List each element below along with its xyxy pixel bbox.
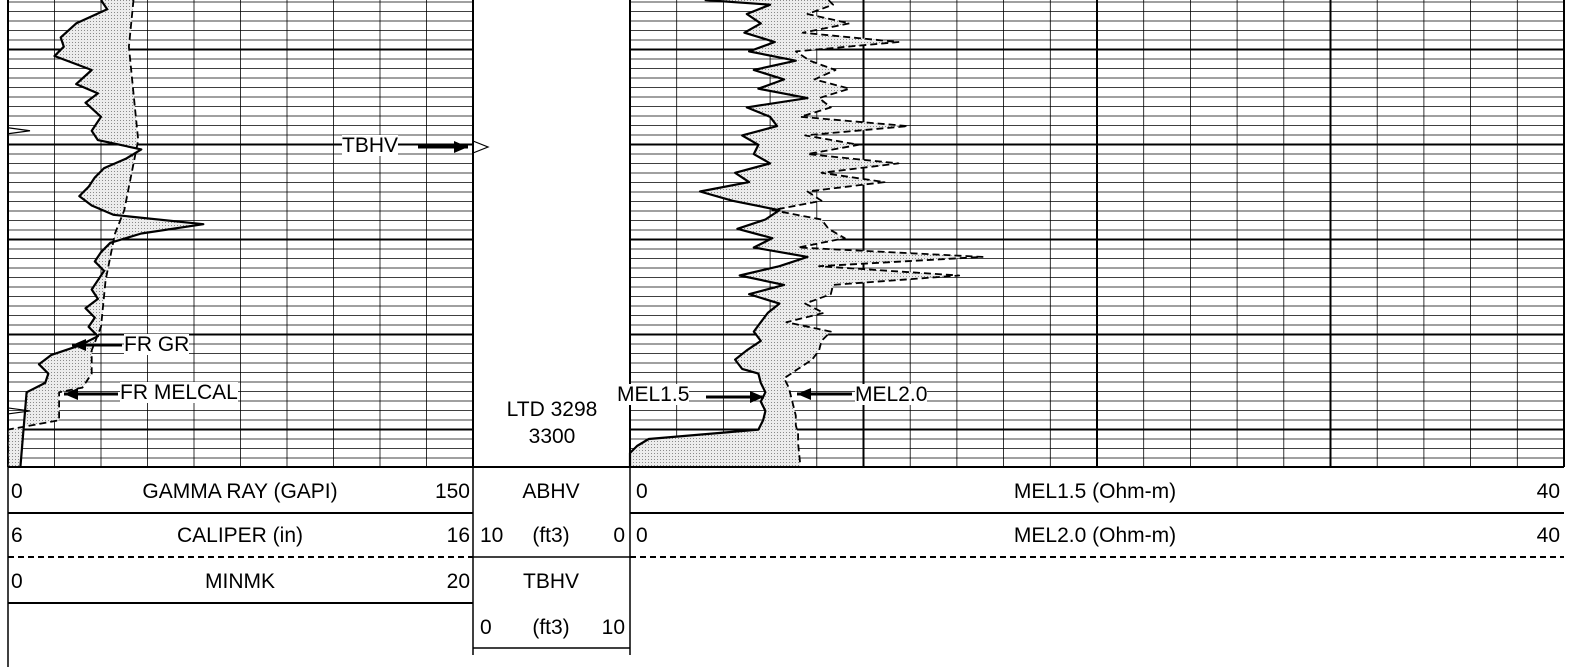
curve-separation-fill: [8, 0, 966, 466]
log-curves: [7, 0, 984, 468]
track2-fill: [630, 0, 966, 466]
fr-gr-label: FR GR: [124, 333, 190, 356]
mel20-min: 0: [636, 524, 648, 547]
abhv-unit: (ft3): [532, 524, 570, 547]
fr-gr-arrow-head: [72, 339, 86, 351]
caliper-min: 6: [11, 524, 23, 547]
mel15-max: 40: [1536, 480, 1560, 503]
edge-marker: [7, 127, 31, 135]
tbhv-min: 0: [480, 616, 492, 639]
depth-label: 3300: [528, 425, 576, 448]
minmk-name: MINMK: [205, 570, 275, 593]
gamma-ray-max: 150: [434, 480, 470, 503]
header-lines: [7, 0, 1564, 667]
mel20-arrow-head: [797, 388, 811, 400]
fr-melcal-arrow-head: [64, 388, 78, 400]
curve-caliper: [7, 0, 140, 467]
tbhv-marker-icon: [472, 140, 490, 154]
caliper-name: CALIPER (in): [176, 524, 304, 547]
fr-melcal-label: FR MELCAL: [120, 381, 238, 404]
curve-mel1.5: [628, 0, 809, 467]
mel15-min: 0: [636, 480, 648, 503]
caliper-max: 16: [446, 524, 470, 547]
edge-marker: [7, 407, 31, 415]
gamma-ray-min: 0: [11, 480, 23, 503]
mel20-max: 40: [1536, 524, 1560, 547]
minmk-max: 20: [446, 570, 470, 593]
ltd-depth-label: LTD 3298: [506, 398, 598, 421]
mel15-label: MEL1.5: [617, 383, 690, 406]
mel15-name: MEL1.5 (Ohm-m): [1013, 480, 1177, 503]
mel15-arrow-head: [750, 391, 764, 403]
abhv-max: 0: [613, 524, 625, 547]
abhv-name: ABHV: [522, 480, 580, 503]
tbhv-arrow-head: [454, 141, 468, 153]
tbhv-unit: (ft3): [532, 616, 570, 639]
tbhv-name: TBHV: [522, 570, 580, 593]
annotation-arrows: [64, 140, 852, 403]
mel20-name: MEL2.0 (Ohm-m): [1013, 524, 1177, 547]
minmk-min: 0: [11, 570, 23, 593]
curve-mel2.0: [771, 0, 984, 468]
abhv-min: 10: [480, 524, 504, 547]
track1-fill: [8, 0, 202, 466]
gamma-ray-name: GAMMA RAY (GAPI): [142, 480, 338, 503]
mel20-label: MEL2.0: [855, 383, 928, 406]
tbhv-max: 10: [601, 616, 625, 639]
curve-gamma: [19, 0, 205, 468]
tbhv-marker-label: TBHV: [342, 134, 399, 157]
